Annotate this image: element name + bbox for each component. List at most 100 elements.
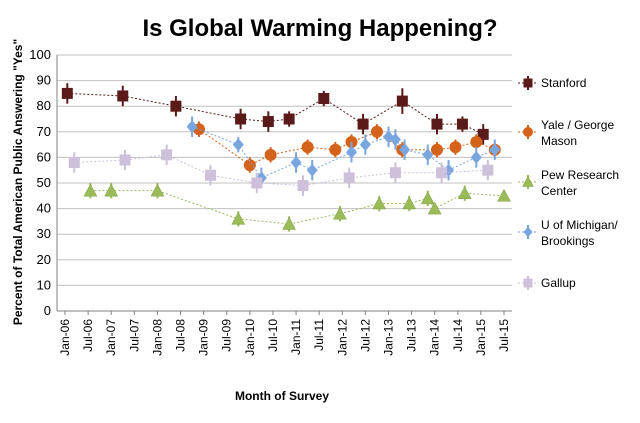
data-point-1-2 <box>264 148 277 161</box>
data-point-0-2 <box>170 100 182 112</box>
data-point-2-7 <box>402 196 417 210</box>
series-1 <box>193 121 501 173</box>
data-point-4-0 <box>68 157 80 169</box>
y-tick-label-80: 80 <box>37 98 51 113</box>
x-tick-label-4: Jan-08 <box>150 319 164 356</box>
data-point-3-3 <box>290 156 302 170</box>
data-point-0-5 <box>283 113 295 125</box>
data-point-3-0 <box>186 120 198 134</box>
x-tick-label-1: Jul-06 <box>81 319 95 352</box>
legend-label-2: Pew Research Center <box>541 168 619 198</box>
legend-marker-3 <box>523 226 533 238</box>
data-point-4-1 <box>119 154 131 166</box>
x-axis-ticks: Jan-06 Jul-06 Jan-07 Jul-07 Jan-08 Jul-08 Jan-… <box>58 311 511 356</box>
x-tick-label-9: Jul-10 <box>266 319 280 352</box>
x-tick-label-5: Jul-08 <box>174 319 188 352</box>
x-tick-label-7: Jul-09 <box>220 319 234 352</box>
data-point-2-2 <box>150 183 165 197</box>
series-line-4 <box>74 154 488 187</box>
series-3 <box>186 116 501 189</box>
legend-marker-1 <box>523 127 533 137</box>
axes <box>56 55 512 312</box>
data-point-1-10 <box>470 136 483 149</box>
data-point-2-11 <box>497 188 511 202</box>
legend-label-3: U of Michigan/Brookings <box>541 218 618 248</box>
data-point-2-8 <box>420 191 435 205</box>
data-point-0-6 <box>318 93 330 105</box>
data-point-2-6 <box>372 196 387 210</box>
legend-item-3: U of Michigan/Brookings <box>518 218 618 248</box>
data-point-1-1 <box>243 159 256 172</box>
series-0 <box>61 83 489 145</box>
x-tick-label-15: Jul-13 <box>405 319 419 352</box>
x-tick-label-16: Jan-14 <box>428 319 442 356</box>
legend-item-2: Pew Research Center <box>518 168 619 198</box>
data-point-3-6 <box>359 138 371 152</box>
y-tick-label-0: 0 <box>44 303 51 318</box>
x-tick-label-0: Jan-06 <box>58 319 72 356</box>
legend-marker-0 <box>523 78 533 88</box>
data-point-2-10 <box>457 186 472 199</box>
x-tick-label-8: Jan-10 <box>243 319 257 356</box>
data-point-2-3 <box>231 211 246 225</box>
data-point-1-3 <box>301 141 314 154</box>
data-point-4-3 <box>205 169 217 181</box>
x-tick-label-11: Jul-11 <box>312 319 326 351</box>
data-point-3-1 <box>232 138 244 152</box>
y-axis-ticks: 0 10 20 30 40 50 60 70 80 90 100 <box>29 47 51 318</box>
x-tick-label-3: Jul-07 <box>127 319 141 352</box>
y-tick-label-60: 60 <box>37 149 51 164</box>
gridlines <box>57 54 512 286</box>
data-point-2-5 <box>333 206 347 220</box>
data-point-0-4 <box>262 116 274 128</box>
legend-marker-4 <box>523 278 533 288</box>
series-line-3 <box>191 126 495 179</box>
legend-label-4: Gallup <box>541 276 576 290</box>
legend: Stanford Yale / George Mason Pew Research Ce… <box>518 76 619 290</box>
series-line-0 <box>67 92 484 135</box>
y-tick-label-50: 50 <box>37 175 51 190</box>
legend-item-4: Gallup <box>518 276 576 290</box>
data-point-1-6 <box>370 125 383 138</box>
legend-item-1: Yale / George Mason <box>518 118 614 148</box>
series-2 <box>83 183 511 232</box>
y-tick-label-90: 90 <box>37 73 51 88</box>
x-tick-label-13: Jul-12 <box>358 319 372 352</box>
data-point-0-3 <box>235 113 247 125</box>
x-tick-label-12: Jan-12 <box>335 319 349 356</box>
y-axis-label: Percent of Total American Public Answeri… <box>11 39 25 325</box>
x-tick-label-2: Jan-07 <box>104 319 118 356</box>
y-tick-label-40: 40 <box>37 201 51 216</box>
chart-title: Is Global Warming Happening? <box>142 15 497 42</box>
data-point-4-8 <box>436 167 448 179</box>
y-tick-label-100: 100 <box>29 47 51 62</box>
data-point-3-12 <box>470 150 482 164</box>
data-point-3-9 <box>399 143 411 157</box>
data-point-3-13 <box>489 143 501 157</box>
data-point-2-1 <box>104 183 119 197</box>
data-point-4-2 <box>161 149 173 161</box>
x-axis-label: Month of Survey <box>235 389 329 403</box>
data-point-3-5 <box>346 145 358 159</box>
data-point-4-6 <box>343 172 355 184</box>
data-point-1-4 <box>329 143 342 156</box>
data-point-3-4 <box>306 163 318 177</box>
series-layer <box>61 83 511 232</box>
data-point-0-0 <box>61 87 73 99</box>
x-tick-label-18: Jan-15 <box>474 319 488 356</box>
x-tick-label-19: Jul-15 <box>497 319 511 352</box>
legend-item-0: Stanford <box>518 76 586 90</box>
y-tick-label-10: 10 <box>37 277 51 292</box>
x-tick-label-14: Jan-13 <box>381 319 395 356</box>
data-point-4-5 <box>297 180 309 192</box>
data-point-1-8 <box>430 143 443 156</box>
legend-label-0: Stanford <box>541 76 586 90</box>
x-tick-label-6: Jan-09 <box>197 319 211 356</box>
data-point-0-11 <box>477 128 489 140</box>
data-point-0-8 <box>396 95 408 107</box>
data-point-0-9 <box>431 118 443 130</box>
data-point-4-9 <box>482 164 494 176</box>
data-point-3-10 <box>422 148 434 162</box>
data-point-0-7 <box>357 118 369 130</box>
